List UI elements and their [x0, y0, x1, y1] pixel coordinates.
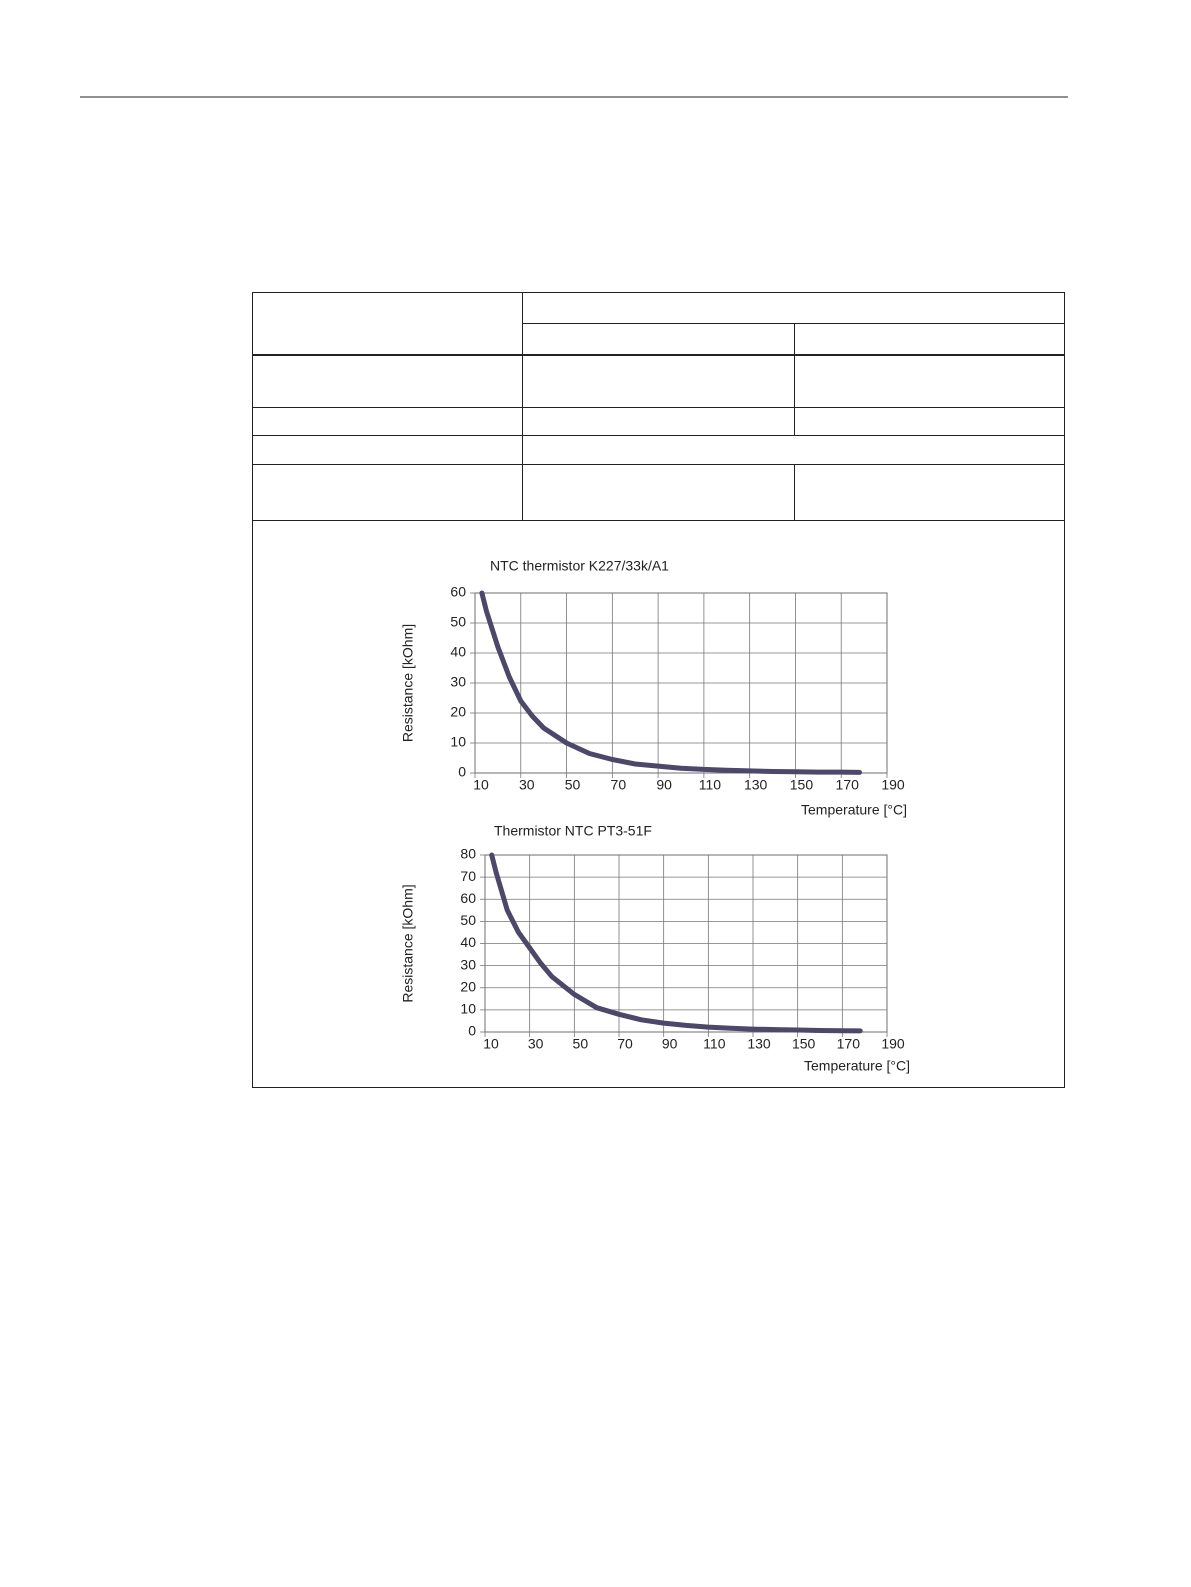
x-tick-label: 70 [611, 777, 627, 793]
y-tick-label: 0 [458, 764, 466, 780]
y-tick-label: 40 [460, 934, 476, 950]
table [252, 292, 1065, 1088]
y-tick-label: 60 [450, 584, 466, 600]
x-tick-label: 190 [881, 1036, 905, 1052]
x-tick-label: 90 [656, 777, 672, 793]
y-tick-label: 0 [468, 1023, 476, 1039]
y-tick-label: 80 [460, 846, 476, 862]
y-axis-label: Resistance [kOhm] [400, 884, 416, 1002]
x-tick-label: 130 [744, 777, 768, 793]
table-border [252, 292, 1065, 1088]
chart-title: NTC thermistor K227/33k/A1 [490, 558, 669, 574]
x-tick-label: 10 [483, 1036, 499, 1052]
x-tick-label: 190 [881, 777, 905, 793]
y-tick-label: 10 [460, 1001, 476, 1017]
x-tick-label: 70 [617, 1036, 633, 1052]
y-tick-label: 40 [450, 644, 466, 660]
x-tick-label: 150 [790, 777, 814, 793]
x-tick-label: 50 [573, 1036, 589, 1052]
y-tick-label: 50 [450, 614, 466, 630]
y-tick-label: 20 [450, 704, 466, 720]
x-tick-label: 30 [528, 1036, 544, 1052]
y-tick-label: 30 [460, 956, 476, 972]
curve [479, 590, 862, 775]
x-tick-label: 110 [703, 1036, 726, 1052]
y-tick-label: 10 [450, 734, 466, 750]
y-axis-label: Resistance [kOhm] [400, 624, 416, 742]
y-tick-label: 60 [460, 890, 476, 906]
x-tick-label: 10 [473, 777, 489, 793]
x-tick-label: 90 [662, 1036, 678, 1052]
x-tick-label: 170 [837, 1036, 861, 1052]
x-tick-label: 30 [519, 777, 535, 793]
y-tick-label: 20 [460, 978, 476, 994]
chart-title: Thermistor NTC PT3-51F [494, 823, 652, 839]
curve [489, 852, 863, 1034]
x-tick-label: 110 [699, 777, 722, 793]
x-tick-label: 170 [836, 777, 860, 793]
y-tick-label: 30 [450, 674, 466, 690]
y-tick-label: 70 [460, 868, 476, 884]
x-tick-label: 50 [565, 777, 581, 793]
x-tick-label: 130 [747, 1036, 771, 1052]
y-tick-label: 50 [460, 912, 476, 928]
x-axis-label: Temperature [°C] [801, 802, 907, 818]
x-axis-label: Temperature [°C] [804, 1058, 910, 1074]
x-tick-label: 150 [792, 1036, 816, 1052]
